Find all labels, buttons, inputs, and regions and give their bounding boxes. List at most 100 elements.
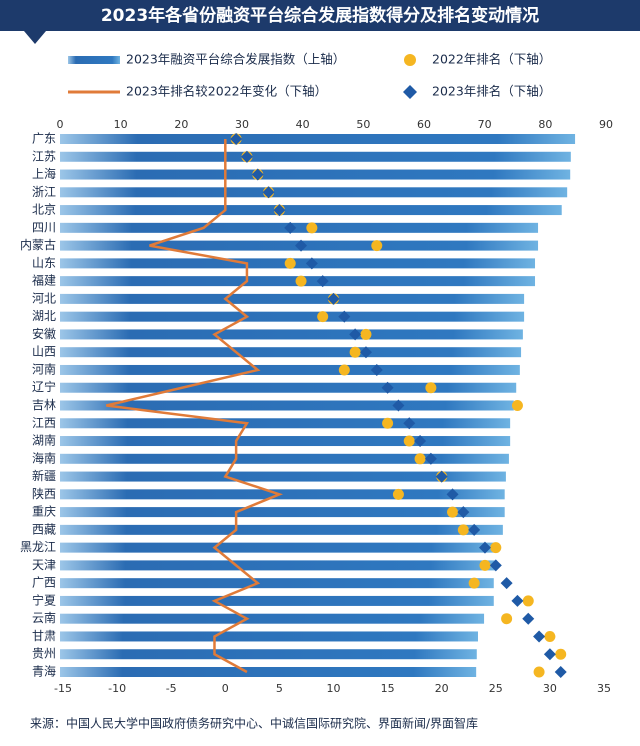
category-label: 陕西 [32,486,56,501]
bar [60,258,536,269]
bar [60,134,576,144]
bar [60,578,494,589]
bar [60,329,523,340]
bottom-tick-label: -15 [54,682,72,695]
bar [60,347,522,358]
bar [60,560,497,571]
rank-diamond [381,381,394,394]
legend-label: 2022年排名（下轴） [432,52,551,67]
rank-dot [349,346,361,358]
change-line [105,139,284,674]
category-label: 黑龙江 [20,540,56,554]
category-label: 四川 [32,220,56,234]
rank-dot [490,542,502,554]
rank-diamond [251,168,264,181]
legend-label: 2023年排名（下轴） [432,84,551,99]
rank-diamond [327,292,340,305]
bottom-tick-label: -5 [166,682,177,695]
bottom-tick-label: 0 [222,682,229,695]
category-label: 广西 [32,576,56,590]
bar [60,453,509,464]
top-tick-label: 30 [235,118,249,131]
category-label: 宁夏 [32,592,56,607]
bar [60,542,497,553]
category-label: 浙江 [32,185,56,199]
rank-diamond [414,435,427,448]
rank-dot [403,435,415,447]
bar [60,382,517,393]
rank-diamond [392,399,405,412]
rank-diamond [403,417,416,430]
rank-dot [392,488,404,500]
rank-diamond [435,470,448,483]
rank-diamond [500,577,513,590]
rank-diamond [554,666,567,678]
rank-diamond [424,452,437,465]
bottom-tick-label: 35 [597,682,611,695]
rank-dot [284,257,296,269]
rank-dot [555,648,567,660]
rank-dot [511,400,523,411]
bar [60,222,539,233]
bottom-tick-label: 30 [543,682,557,695]
rank-diamond [240,150,253,163]
top-tick-label: 10 [114,118,128,131]
category-label: 山西 [32,345,56,359]
rank-dot [306,222,318,234]
rank-diamond [338,310,351,323]
category-label: 吉林 [32,398,56,412]
bar [60,436,511,447]
rank-diamond [522,612,535,625]
category-label: 山东 [32,256,56,270]
category-label: 甘肃 [32,629,56,643]
category-label: 上海 [32,166,56,181]
bottom-tick-label: 20 [435,682,449,695]
rank-dot [522,595,534,607]
top-tick-label: 80 [538,118,552,131]
bar [60,667,477,677]
bar [60,187,568,198]
category-label: 广东 [32,132,56,146]
top-tick-label: 50 [356,118,370,131]
rank-diamond [230,133,243,145]
rank-diamond [511,594,524,607]
rank-dot [479,559,491,571]
bar [60,418,511,429]
legend-bar [68,56,120,64]
category-label: 辽宁 [32,379,56,394]
rank-dot [414,453,426,465]
bar [60,524,503,535]
category-label: 新疆 [32,468,56,483]
top-tick-label: 40 [296,118,310,131]
category-label: 河北 [32,291,56,305]
category-label: 云南 [32,610,56,625]
top-tick-label: 20 [174,118,188,131]
rank-diamond [284,221,297,234]
bottom-tick-label: 25 [489,682,503,695]
category-label: 湖北 [32,308,56,323]
category-label: 安徽 [32,326,56,341]
rank-dot [468,577,480,589]
banner-pointer [24,31,46,44]
rank-dot [371,240,383,252]
bottom-tick-label: 5 [276,682,283,695]
category-label: 江西 [32,416,56,430]
rank-diamond [370,363,383,376]
chart-title: 2023年各省份融资平台综合发展指数得分及排名变动情况 [101,5,539,26]
rank-diamond [262,186,275,199]
category-label: 北京 [32,203,56,217]
rank-dot [457,524,469,536]
bar [60,400,514,411]
rank-diamond [533,630,546,643]
bottom-tick-label: -10 [108,682,126,695]
bar [60,613,485,624]
rank-diamond [349,328,362,341]
category-label: 西藏 [32,522,56,536]
title-banner [0,0,640,31]
rank-dot [447,506,459,518]
rank-dot [382,417,394,429]
category-label: 天津 [32,558,56,572]
source-note: 来源：中国人民大学中国政府债务研究中心、中诚信国际研究院、界面新闻/界面智库 [30,716,478,731]
top-tick-label: 0 [57,118,64,131]
